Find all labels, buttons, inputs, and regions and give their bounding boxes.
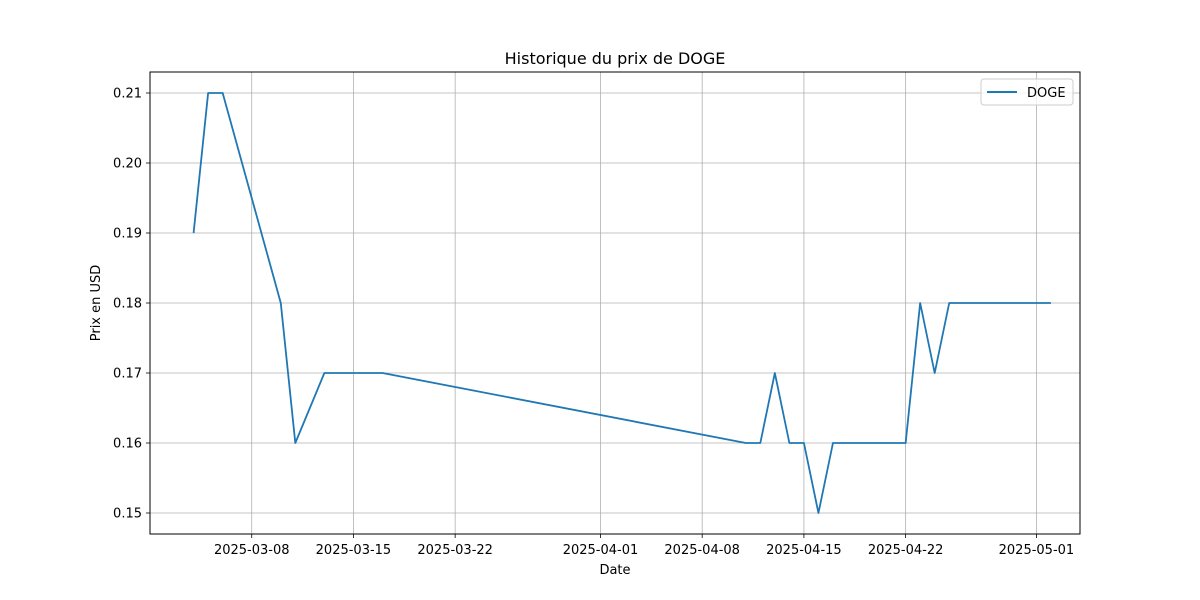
x-tick-label: 2025-03-08 [214,543,290,558]
y-tick-label: 0.15 [113,507,142,522]
y-axis: 0.15 0.16 0.17 0.18 0.19 0.20 0.21 [113,87,150,522]
x-tick-label: 2025-04-22 [868,543,944,558]
x-tick-label: 2025-03-22 [417,543,493,558]
y-tick-label: 0.20 [113,157,142,172]
x-tick-label: 2025-05-01 [999,543,1075,558]
chart-title: Historique du prix de DOGE [505,49,726,68]
x-tick-label: 2025-04-08 [664,543,740,558]
grid [150,72,1080,534]
y-tick-label: 0.18 [113,297,142,312]
series-line-doge [192,92,1051,514]
x-tick-label: 2025-04-15 [766,543,842,558]
y-tick-label: 0.21 [113,87,142,102]
legend-label-doge: DOGE [1027,86,1066,101]
legend-box [980,78,1074,106]
x-tick-label: 2025-04-01 [563,543,639,558]
series-layer [192,92,1051,514]
legend: DOGE [980,78,1074,106]
x-tick-label: 2025-03-15 [316,543,392,558]
y-tick-label: 0.16 [113,437,142,452]
y-tick-label: 0.19 [113,227,142,242]
x-axis: 2025-03-08 2025-03-15 2025-03-22 2025-04-01… [214,534,1074,558]
x-axis-label: Date [599,563,630,578]
y-tick-label: 0.17 [113,367,142,382]
y-axis-label: Prix en USD [89,265,104,342]
